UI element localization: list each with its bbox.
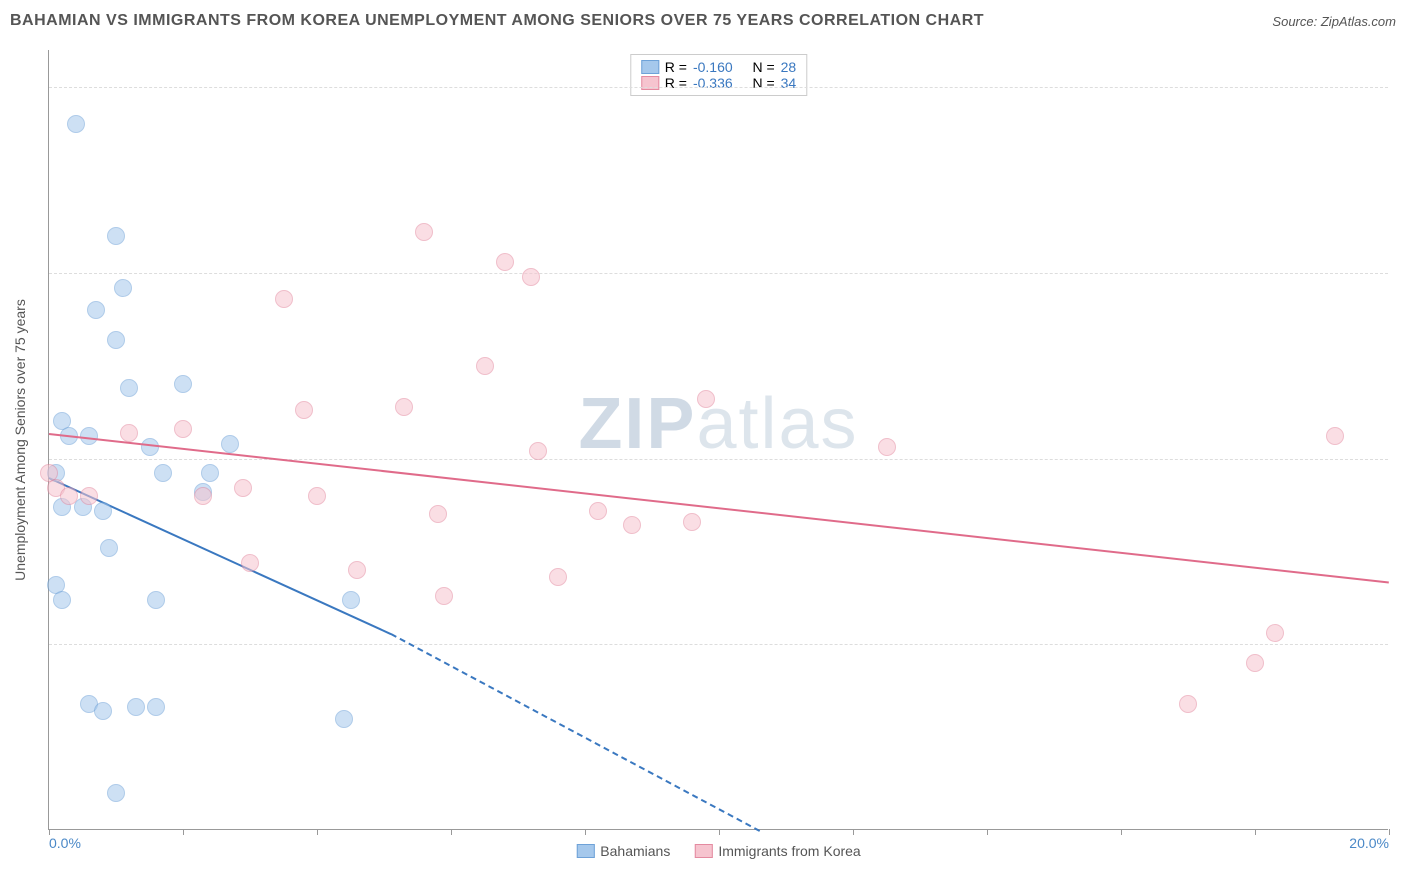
legend-swatch — [641, 60, 659, 74]
gridline — [49, 459, 1388, 460]
data-point — [348, 561, 366, 579]
data-point — [549, 568, 567, 586]
data-point — [174, 420, 192, 438]
legend-label: Immigrants from Korea — [718, 843, 860, 859]
x-tick — [585, 829, 586, 835]
data-point — [154, 464, 172, 482]
data-point — [1266, 624, 1284, 642]
x-tick — [1389, 829, 1390, 835]
legend-swatch — [576, 844, 594, 858]
data-point — [522, 268, 540, 286]
y-tick-label: 15.0% — [1392, 265, 1406, 281]
watermark: ZIPatlas — [578, 383, 858, 465]
scatter-plot: ZIPatlas R = -0.160 N = 28R = -0.336 N =… — [48, 50, 1388, 830]
gridline — [49, 644, 1388, 645]
data-point — [476, 357, 494, 375]
x-tick — [451, 829, 452, 835]
x-tick — [1121, 829, 1122, 835]
data-point — [1326, 427, 1344, 445]
data-point — [53, 591, 71, 609]
data-point — [100, 539, 118, 557]
x-tick — [719, 829, 720, 835]
data-point — [147, 591, 165, 609]
series-legend: Bahamians Immigrants from Korea — [576, 843, 860, 859]
legend-label: Bahamians — [600, 843, 670, 859]
data-point — [60, 487, 78, 505]
data-point — [107, 784, 125, 802]
data-point — [141, 438, 159, 456]
data-point — [429, 505, 447, 523]
data-point — [234, 479, 252, 497]
data-point — [147, 698, 165, 716]
x-tick — [183, 829, 184, 835]
data-point — [529, 442, 547, 460]
data-point — [308, 487, 326, 505]
source-credit: Source: ZipAtlas.com — [1272, 14, 1396, 29]
y-tick-label: 10.0% — [1392, 451, 1406, 467]
data-point — [80, 487, 98, 505]
x-tick-label: 20.0% — [1349, 835, 1389, 851]
y-tick-label: 20.0% — [1392, 79, 1406, 95]
data-point — [697, 390, 715, 408]
data-point — [241, 554, 259, 572]
correlation-legend: R = -0.160 N = 28R = -0.336 N = 34 — [630, 54, 807, 96]
legend-swatch — [694, 844, 712, 858]
data-point — [94, 502, 112, 520]
legend-row: R = -0.160 N = 28 — [641, 59, 796, 75]
data-point — [120, 379, 138, 397]
data-point — [878, 438, 896, 456]
data-point — [395, 398, 413, 416]
data-point — [415, 223, 433, 241]
data-point — [174, 375, 192, 393]
data-point — [194, 487, 212, 505]
trend-line — [390, 633, 759, 832]
x-tick-label: 0.0% — [49, 835, 81, 851]
data-point — [94, 702, 112, 720]
data-point — [623, 516, 641, 534]
gridline — [49, 87, 1388, 88]
x-tick — [853, 829, 854, 835]
data-point — [683, 513, 701, 531]
data-point — [435, 587, 453, 605]
data-point — [1246, 654, 1264, 672]
data-point — [589, 502, 607, 520]
legend-item: Bahamians — [576, 843, 670, 859]
x-tick — [1255, 829, 1256, 835]
y-tick-label: 5.0% — [1392, 636, 1406, 652]
data-point — [127, 698, 145, 716]
x-tick — [317, 829, 318, 835]
data-point — [1179, 695, 1197, 713]
y-axis-label: Unemployment Among Seniors over 75 years — [12, 299, 28, 581]
data-point — [201, 464, 219, 482]
data-point — [295, 401, 313, 419]
x-tick — [987, 829, 988, 835]
data-point — [87, 301, 105, 319]
gridline — [49, 273, 1388, 274]
data-point — [107, 331, 125, 349]
data-point — [114, 279, 132, 297]
data-point — [107, 227, 125, 245]
data-point — [67, 115, 85, 133]
data-point — [221, 435, 239, 453]
data-point — [120, 424, 138, 442]
chart-title: BAHAMIAN VS IMMIGRANTS FROM KOREA UNEMPL… — [10, 12, 984, 29]
legend-item: Immigrants from Korea — [694, 843, 860, 859]
data-point — [342, 591, 360, 609]
data-point — [335, 710, 353, 728]
data-point — [275, 290, 293, 308]
legend-row: R = -0.336 N = 34 — [641, 75, 796, 91]
data-point — [496, 253, 514, 271]
